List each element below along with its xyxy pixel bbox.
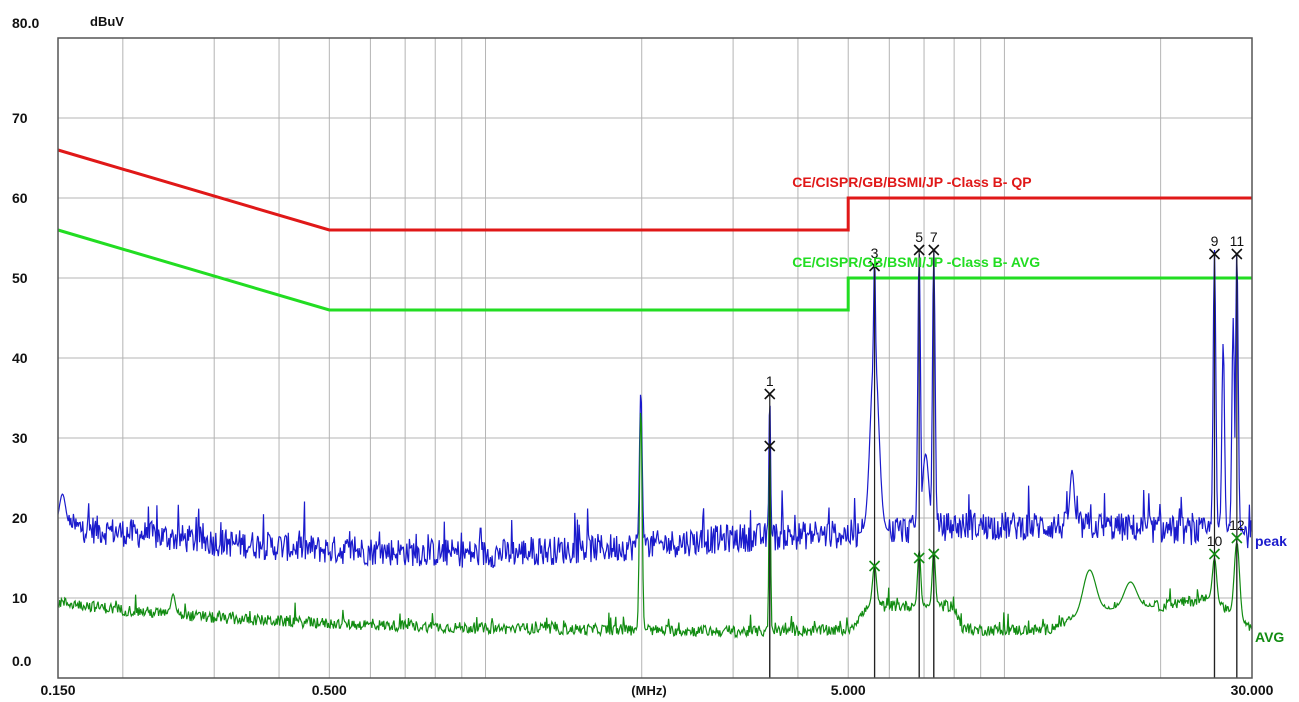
marker-cross bbox=[928, 244, 940, 256]
marker-cross bbox=[1208, 248, 1221, 260]
limit-lines bbox=[57, 148, 1252, 312]
marker-cross bbox=[1231, 248, 1243, 260]
traces bbox=[57, 249, 1253, 639]
grid bbox=[57, 37, 1253, 679]
limit-line bbox=[57, 148, 1252, 232]
y-tick-label: 70 bbox=[12, 110, 28, 126]
y-unit-label: dBuV bbox=[90, 14, 124, 29]
marker-cross bbox=[764, 440, 776, 452]
y-tick-label: 20 bbox=[12, 510, 28, 526]
y-tick-label: 0.0 bbox=[12, 653, 32, 669]
trace-label: peak bbox=[1255, 533, 1287, 549]
marker-label: 5 bbox=[915, 229, 923, 245]
y-tick-label: 10 bbox=[12, 590, 28, 606]
limit-line-label: CE/CISPR/GB/BSMI/JP -Class B- AVG bbox=[792, 254, 1040, 270]
y-tick-label: 60 bbox=[12, 190, 28, 206]
marker-cross bbox=[928, 548, 940, 560]
marker-cross bbox=[913, 552, 925, 564]
marker-cross bbox=[764, 388, 776, 400]
marker-label: 1 bbox=[766, 373, 774, 389]
y-tick-label: 80.0 bbox=[12, 15, 39, 31]
x-unit-label: (MHz) bbox=[631, 683, 666, 698]
x-tick-label: 0.150 bbox=[40, 682, 75, 698]
limit-line-label: CE/CISPR/GB/BSMI/JP -Class B- QP bbox=[792, 174, 1031, 190]
marker-cross bbox=[1208, 548, 1221, 560]
x-tick-label: 0.500 bbox=[312, 682, 347, 698]
limit-line bbox=[57, 228, 1252, 312]
marker-label: 11 bbox=[1230, 233, 1245, 249]
markers: 1 3 5 7 9 10 11 12 bbox=[764, 229, 1245, 678]
marker-label: 7 bbox=[930, 229, 938, 245]
marker-cross bbox=[1231, 532, 1243, 544]
trace-peak bbox=[57, 249, 1253, 569]
trace-avg bbox=[57, 412, 1253, 639]
trace-label: AVG bbox=[1255, 629, 1284, 645]
x-tick-label: 30.000 bbox=[1231, 682, 1274, 698]
plot-frame bbox=[57, 37, 1253, 679]
marker-cross bbox=[913, 244, 925, 256]
marker-label: 12 bbox=[1229, 517, 1245, 533]
x-tick-label: 5.000 bbox=[831, 682, 866, 698]
marker-label: 3 bbox=[871, 245, 879, 261]
y-tick-label: 40 bbox=[12, 350, 28, 366]
labels: 80.0 70 60 50 40 30 20 10 0.0 0.150 0.500 5.000 30.0… bbox=[12, 15, 1287, 698]
y-tick-label: 30 bbox=[12, 430, 28, 446]
marker-cross bbox=[868, 260, 881, 272]
marker-label: 10 bbox=[1207, 533, 1223, 549]
y-tick-label: 50 bbox=[12, 270, 28, 286]
marker-label: 9 bbox=[1211, 233, 1219, 249]
marker-cross bbox=[868, 560, 881, 572]
